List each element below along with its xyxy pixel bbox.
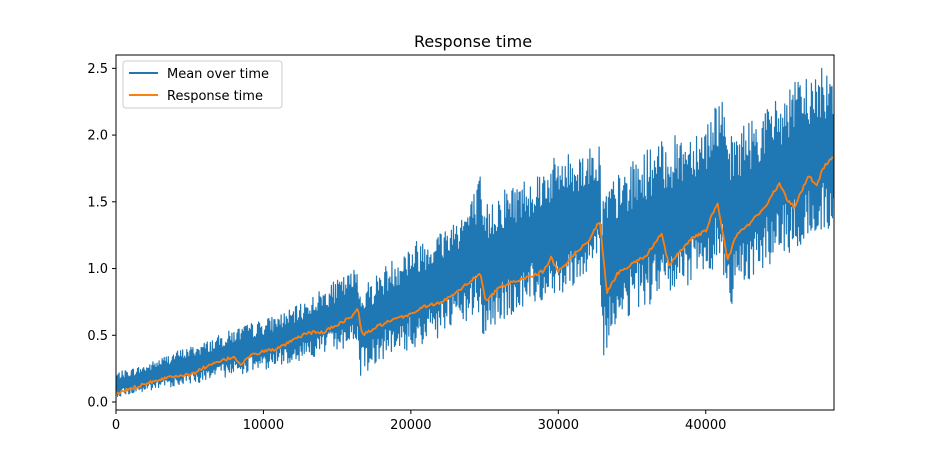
y-tick-label: 0.5 — [87, 329, 108, 344]
x-tick-label: 40000 — [685, 418, 726, 433]
x-tick-label: 20000 — [390, 418, 431, 433]
y-tick-label: 2.5 — [87, 62, 108, 77]
legend: Mean over time Response time — [122, 60, 283, 109]
y-tick-label: 2.0 — [87, 129, 108, 144]
plot-area — [116, 67, 834, 397]
series-line-mean-over-time — [116, 67, 834, 397]
axes-frame — [115, 54, 835, 411]
y-tick-label: 0.0 — [87, 395, 108, 410]
x-tick-label: 10000 — [243, 418, 284, 433]
y-axis: 0.0 0.5 1.0 1.5 2.0 2.5 — [87, 62, 116, 410]
x-tick-label: 0 — [112, 418, 120, 433]
x-axis: 0 10000 20000 30000 40000 — [112, 410, 726, 433]
chart-title: Response time — [414, 32, 532, 51]
x-tick-label: 30000 — [538, 418, 579, 433]
legend-label-mean: Mean over time — [167, 67, 269, 82]
y-tick-label: 1.0 — [87, 262, 108, 277]
series-line-response-time — [116, 156, 834, 395]
legend-label-response: Response time — [167, 89, 263, 104]
y-tick-label: 1.5 — [87, 195, 108, 210]
legend-box — [122, 60, 283, 109]
